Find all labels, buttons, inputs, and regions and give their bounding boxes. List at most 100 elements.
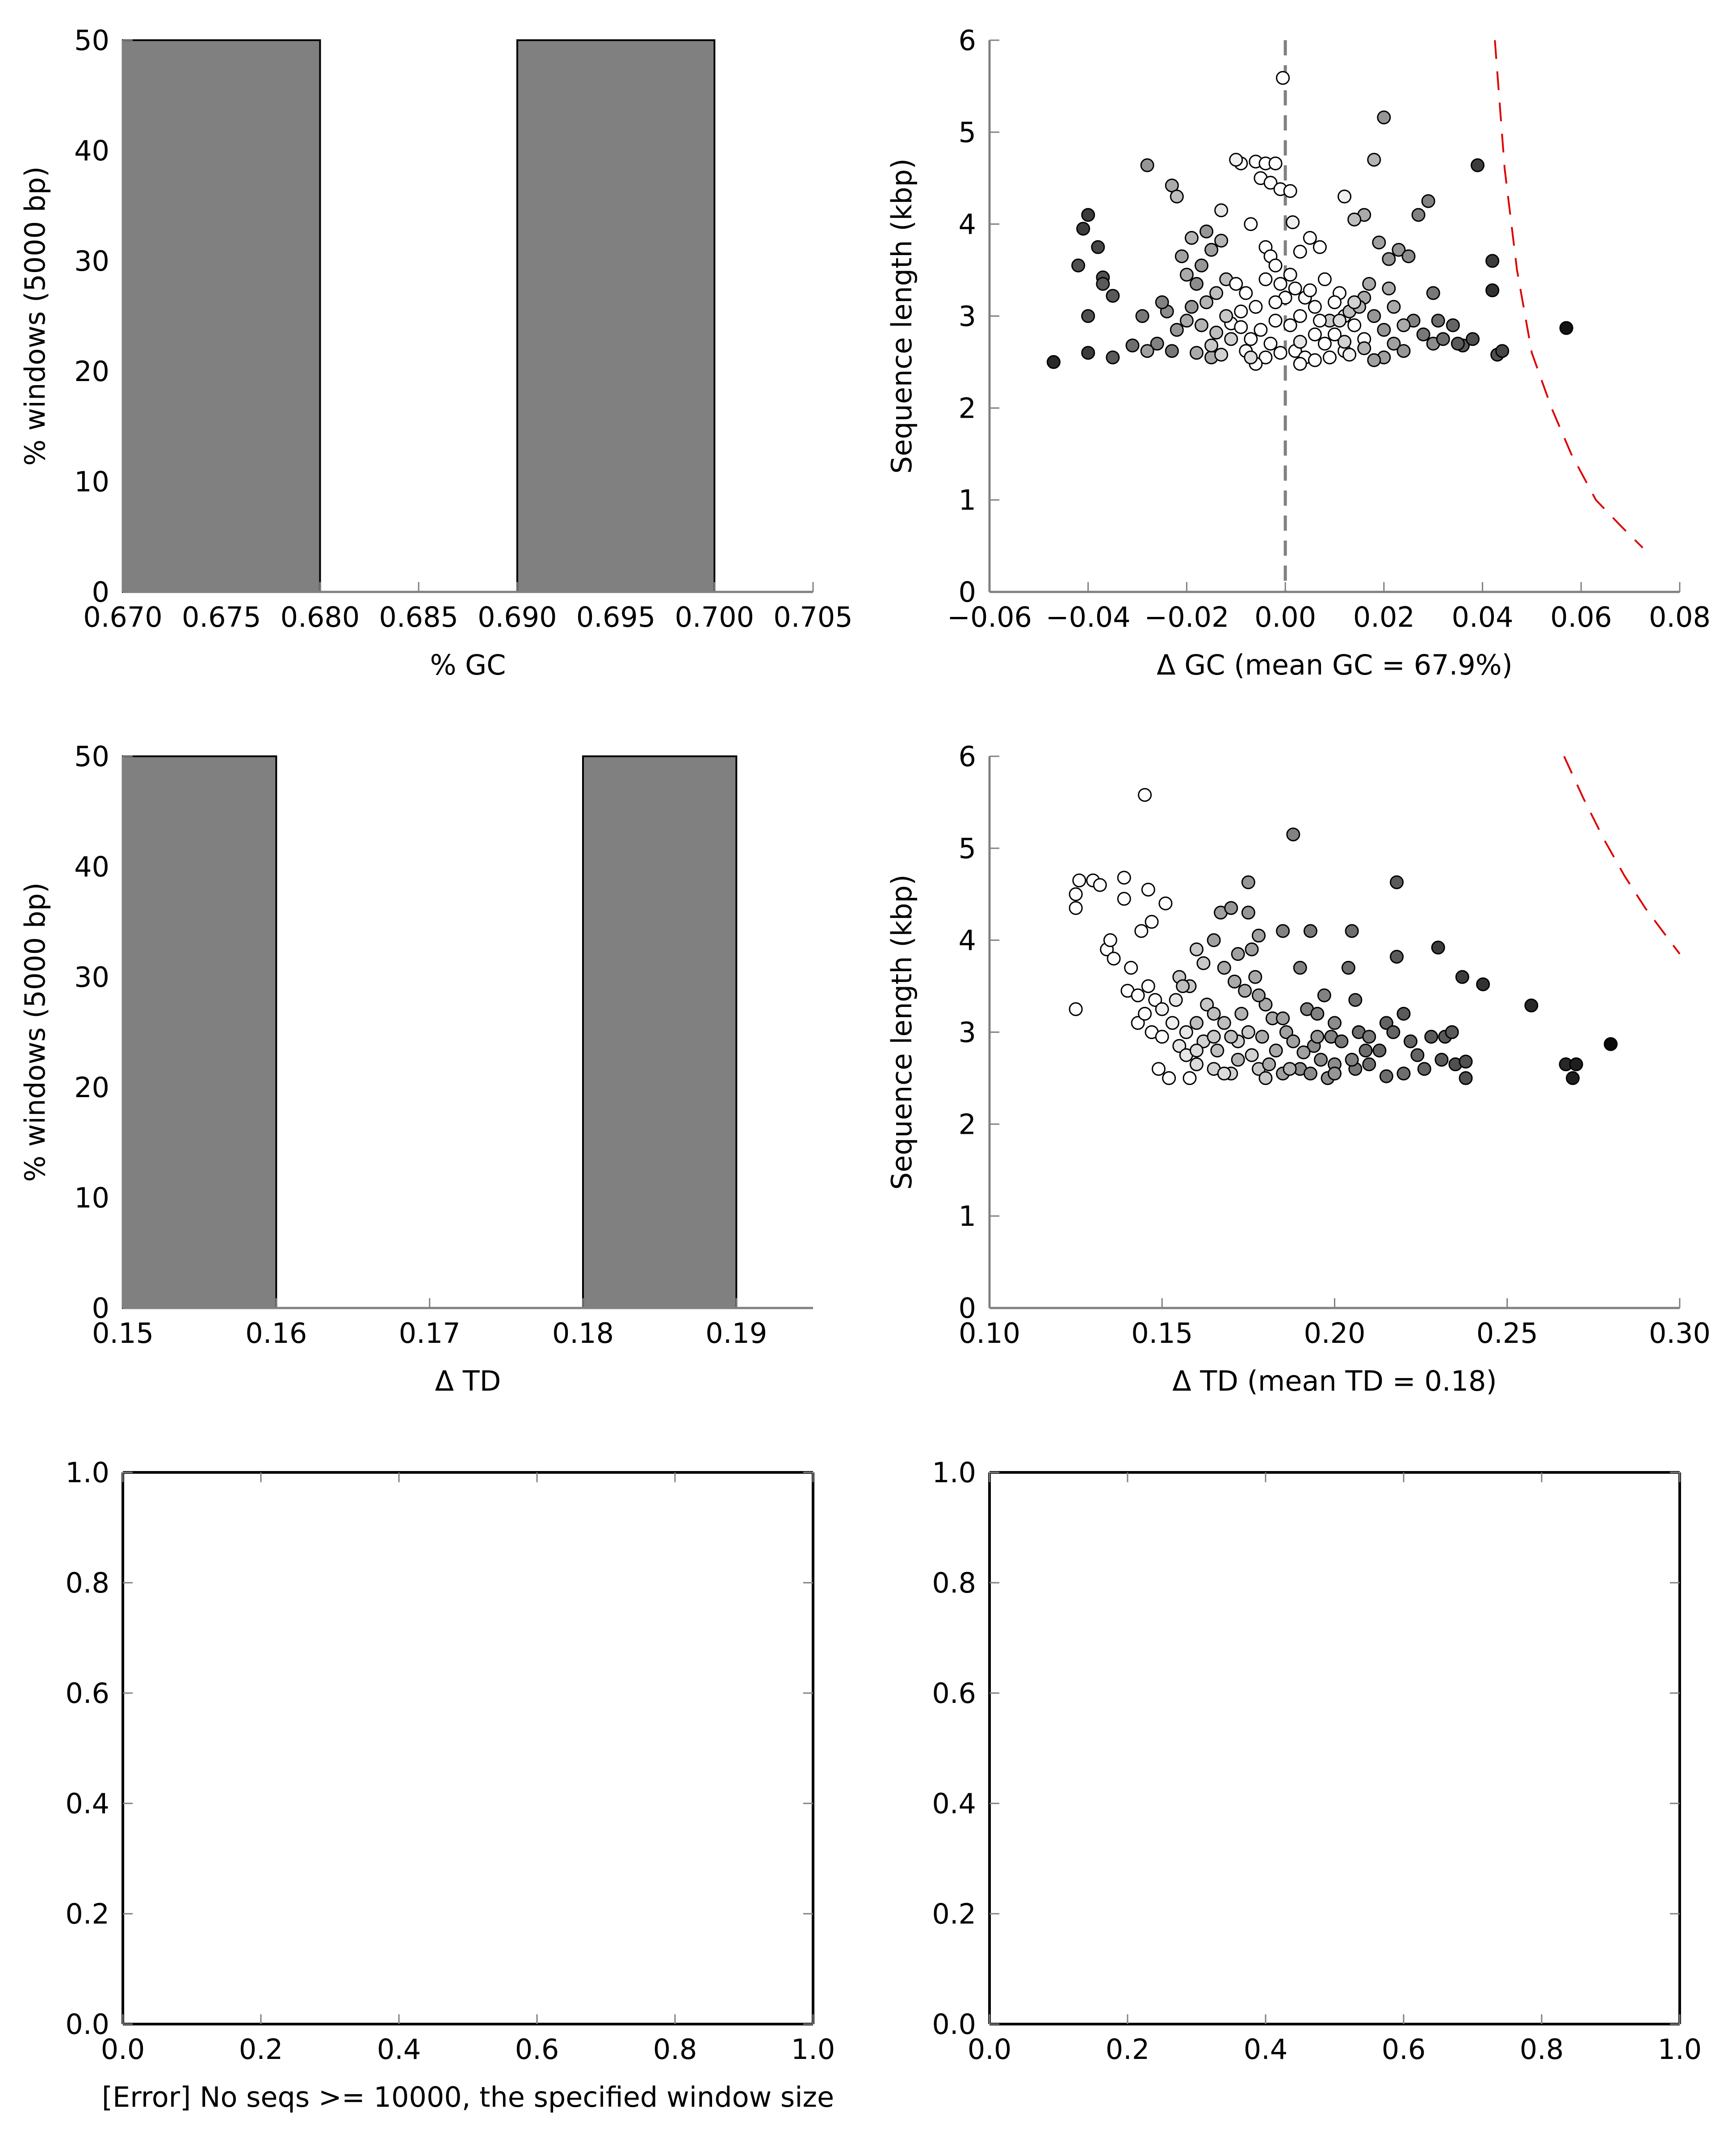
point-6 [1117, 871, 1131, 885]
point-38 [1241, 1025, 1255, 1039]
point-110 [1466, 332, 1480, 346]
point-69 [1286, 1034, 1300, 1048]
point-57 [1245, 942, 1259, 956]
x-tick-label: 0.19 [705, 1317, 767, 1350]
point-99 [1410, 1048, 1425, 1062]
point-85 [1367, 353, 1381, 367]
point-46 [1217, 1016, 1231, 1030]
point-82 [1387, 336, 1401, 351]
point-48 [1210, 1044, 1224, 1058]
y-tick-label: 40 [74, 134, 109, 167]
point-50 [1140, 158, 1154, 172]
y-axis-label: Sequence length (kbp) [885, 159, 918, 474]
x-tick-label: 0.30 [1649, 1317, 1711, 1350]
point-75 [1310, 1006, 1325, 1021]
point-145 [1333, 314, 1347, 328]
chart-empty-left: 0.0 0.2 0.4 0.6 0.8 1.0 0.0 0.2 0.4 0.6 0.8 1.0 [Err… [65, 1456, 835, 2113]
point-57 [1214, 234, 1229, 248]
x-tick-label: 1.0 [791, 2033, 835, 2066]
point-55 [1217, 960, 1231, 975]
point-120 [1076, 222, 1090, 236]
point-92 [1372, 1044, 1387, 1058]
point-33 [1317, 272, 1332, 286]
point-62 [1170, 323, 1184, 337]
y-tick-label: 6 [959, 740, 976, 773]
point-38 [1293, 244, 1307, 259]
point-131 [1155, 295, 1169, 310]
point-76 [1317, 988, 1331, 1002]
y-tick-label: 0 [92, 1292, 109, 1325]
x-tick-label: 0.0 [101, 2033, 145, 2066]
x-tick-label: 0.8 [1520, 2033, 1564, 2066]
x-tick-label: 0.695 [576, 601, 656, 633]
point-39 [1249, 300, 1263, 314]
point-65 [1140, 344, 1154, 358]
x-tick-label: 0.675 [182, 601, 261, 633]
threshold-curve [1563, 756, 1681, 955]
chart-gc-scatter: −0.06 −0.04 −0.02 0.00 0.02 0.04 0.06 0.08 0 1 2 3 4… [885, 24, 1711, 681]
y-tick-label: 0.4 [932, 1787, 976, 1820]
point-110 [1431, 940, 1445, 955]
point-135 [1308, 327, 1322, 342]
x-tick-label: 0.18 [552, 1317, 614, 1350]
point-103 [1387, 300, 1401, 314]
point-106 [1431, 314, 1445, 328]
point-59 [1227, 974, 1241, 989]
point-59 [1190, 277, 1203, 291]
point-9 [1244, 217, 1258, 231]
y-tick-label: 2 [959, 392, 976, 424]
point-3 [1069, 887, 1083, 901]
point-76 [1214, 348, 1229, 362]
point-45 [1207, 1006, 1221, 1021]
point-87 [1348, 993, 1363, 1007]
point-54 [1174, 249, 1189, 264]
point-129 [1362, 1030, 1376, 1044]
point-18 [1141, 979, 1155, 994]
point-20 [1283, 318, 1297, 332]
x-axis-label: % GC [430, 649, 506, 681]
point-85 [1341, 960, 1355, 975]
x-tick-label: 0.4 [1244, 2033, 1288, 2066]
point-52 [1241, 875, 1255, 889]
y-tick-label: 0.6 [65, 1677, 109, 1710]
point-69 [1209, 286, 1224, 300]
y-tick-label: 10 [74, 465, 109, 498]
point-19 [1293, 309, 1307, 323]
point-143 [1229, 277, 1243, 291]
point-93 [1347, 212, 1362, 226]
point-130 [1135, 309, 1149, 323]
point-53 [1241, 906, 1255, 920]
point-124 [1283, 1062, 1297, 1076]
point-61 [1248, 970, 1262, 984]
point-101 [1416, 327, 1430, 342]
x-tick-label: 0.690 [478, 601, 557, 633]
point-12 [1268, 258, 1283, 272]
point-47 [1338, 189, 1352, 204]
x-tick-label: 0.685 [379, 601, 458, 633]
point-25 [1162, 1071, 1176, 1085]
point-52 [1170, 189, 1184, 204]
point-10 [1145, 915, 1159, 929]
x-tick-label: −0.06 [947, 601, 1032, 633]
point-88 [1362, 277, 1376, 291]
point-0 [1276, 71, 1290, 85]
point-43 [1322, 350, 1337, 365]
y-tick-label: 20 [74, 1071, 109, 1104]
point-60 [1184, 300, 1199, 314]
point-66 [1262, 1057, 1276, 1072]
bar-0 [122, 755, 277, 1309]
point-55 [1199, 224, 1214, 239]
y-tick-label: 40 [74, 851, 109, 883]
point-100 [1396, 1066, 1411, 1081]
chart-gc-hist: 0.670 0.675 0.680 0.685 0.690 0.695 0.700 0.705… [19, 24, 853, 681]
point-150 [1179, 268, 1194, 282]
point-13 [1103, 933, 1117, 947]
point-117 [1559, 321, 1573, 335]
point-116 [1471, 158, 1485, 172]
point-122 [1245, 1048, 1259, 1062]
point-135 [1207, 1030, 1221, 1044]
y-tick-label: 1.0 [932, 1456, 976, 1489]
x-axis-label: Δ GC (mean GC = 67.9%) [1157, 649, 1513, 681]
y-tick-label: 0.2 [932, 1898, 976, 1930]
point-22 [1254, 323, 1268, 337]
